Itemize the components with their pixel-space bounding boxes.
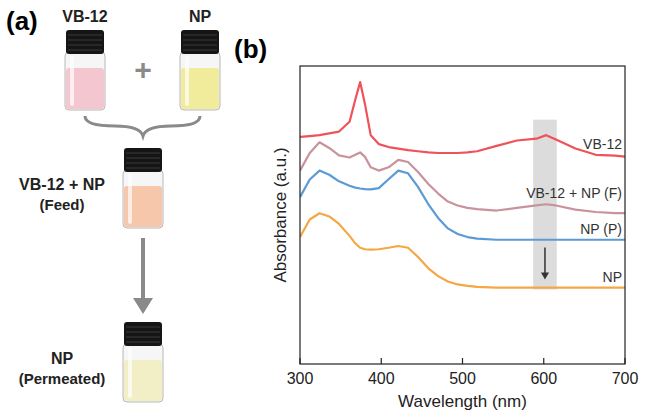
vial-label: NP <box>189 8 212 25</box>
vial-highlight <box>70 56 74 106</box>
cap-ridge <box>126 163 160 164</box>
series-label: NP (P) <box>580 221 622 237</box>
cap-ridge <box>183 50 217 51</box>
cap-ridge <box>183 40 217 41</box>
cap-ridge <box>183 45 217 46</box>
cap-ridge <box>126 327 160 328</box>
plus-sign: + <box>134 53 152 86</box>
vial-highlight <box>128 348 132 398</box>
spectrum-line <box>300 171 625 240</box>
panel-b: (b) 300 400 500 600 700 Wavelength (nm) Absorba… <box>234 34 638 411</box>
panel-letter: (b) <box>234 34 267 64</box>
cap-ridge <box>183 35 217 36</box>
x-tick <box>299 358 300 364</box>
cap-ridge <box>126 158 160 159</box>
vial-cap <box>66 30 104 54</box>
x-axis-title: Wavelength (nm) <box>398 392 527 411</box>
x-tick <box>462 358 463 364</box>
band-arrowhead <box>541 273 549 280</box>
x-tick-label: 400 <box>368 370 395 387</box>
process-arrow <box>141 238 145 300</box>
x-tick <box>624 358 625 364</box>
series-label: VB-12 <box>583 136 622 152</box>
vial-glass <box>180 52 220 110</box>
x-tick-label: 700 <box>612 370 639 387</box>
cap-ridge <box>126 153 160 154</box>
x-tick <box>381 358 382 364</box>
spectrum-line <box>300 213 625 287</box>
cap-ridge <box>126 332 160 333</box>
vial-sublabel: (Feed) <box>40 196 85 213</box>
vial-cap <box>181 30 219 54</box>
spectrum-line <box>300 82 625 157</box>
cap-ridge <box>68 40 102 41</box>
vial-vb12 <box>65 30 105 110</box>
vial-glass <box>65 52 105 110</box>
vial-np <box>180 30 220 110</box>
vial-permeate <box>123 322 163 402</box>
spectrum-line <box>300 142 625 213</box>
vial-highlight <box>128 174 132 224</box>
panel-a: (a) VB-12 NP + VB-12 + NP (Feed) NP (Permeated) <box>6 6 220 402</box>
x-tick <box>543 358 544 364</box>
x-tick-label: 600 <box>530 370 557 387</box>
cap-ridge <box>68 35 102 36</box>
cap-ridge <box>126 342 160 343</box>
series-label: NP <box>603 269 622 285</box>
cap-ridge <box>126 168 160 169</box>
vial-cap <box>124 148 162 172</box>
cap-ridge <box>68 45 102 46</box>
brace <box>85 116 200 136</box>
y-axis-title: Absorbance (a.u.) <box>271 147 290 282</box>
series-label: VB-12 + NP (F) <box>526 185 622 201</box>
vial-label: VB-12 + NP <box>19 176 105 193</box>
plot-frame <box>300 66 625 364</box>
plot-area <box>300 82 625 289</box>
vial-highlight <box>185 56 189 106</box>
vial-sublabel: (Permeated) <box>19 370 106 387</box>
x-tick-label: 300 <box>287 370 314 387</box>
cap-ridge <box>68 50 102 51</box>
vial-cap <box>124 322 162 346</box>
vial-glass <box>123 170 163 228</box>
process-arrowhead <box>133 298 153 314</box>
vial-label: NP <box>51 350 74 367</box>
band-arrow <box>544 248 546 274</box>
cap-ridge <box>126 337 160 338</box>
vial-glass <box>123 344 163 402</box>
vial-label: VB-12 <box>62 8 107 25</box>
vial-feed <box>123 148 163 228</box>
figure: (a) VB-12 NP + VB-12 + NP (Feed) NP (Permeated)… <box>0 0 646 420</box>
x-tick-label: 500 <box>449 370 476 387</box>
panel-letter: (a) <box>6 6 38 36</box>
